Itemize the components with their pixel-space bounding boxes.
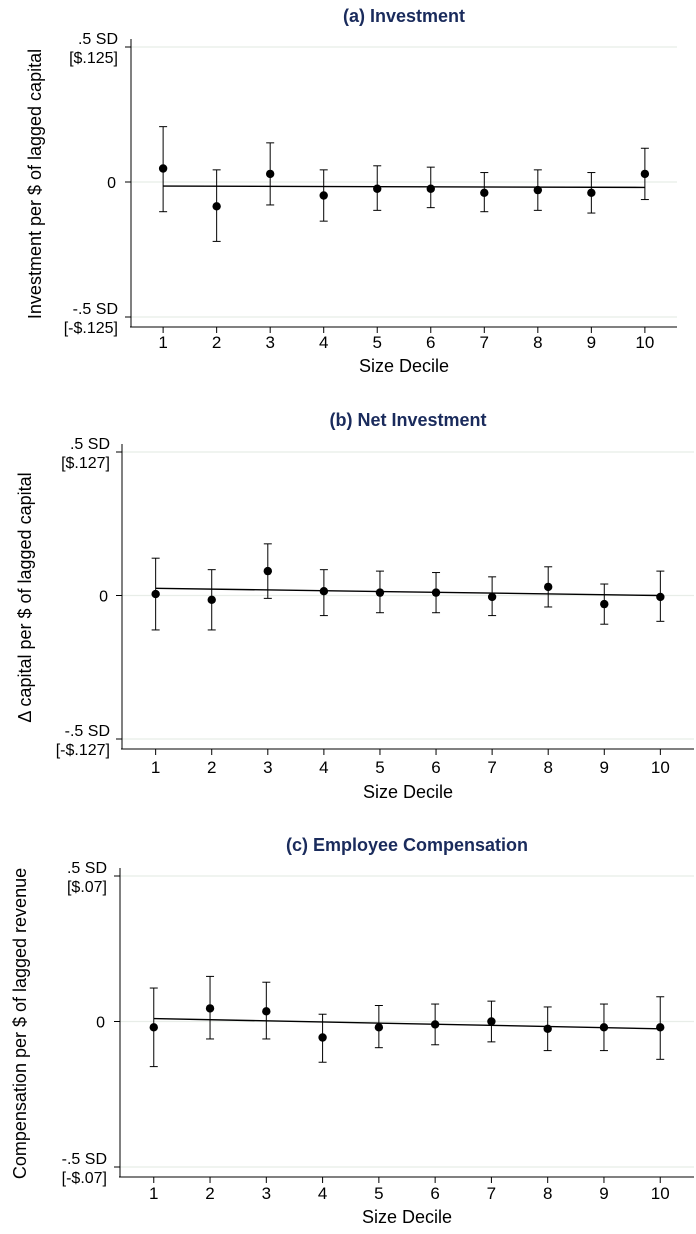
data-point [151,589,160,599]
data-point [212,202,221,211]
y-tick-label: .5 SD [67,860,107,877]
x-tick-label: 3 [263,758,272,777]
data-point [533,185,543,195]
x-tick-label: 8 [533,333,542,352]
x-tick-label: 5 [374,1184,383,1203]
chart-panel-3: (c) Employee Compensation .5 SD [$.07] 0 -.5… [10,835,694,1227]
x-tick-label: 4 [319,333,328,352]
data-point [207,595,216,605]
x-tick-label: 6 [430,1184,439,1203]
x-tick-label: 7 [480,333,489,352]
x-tick-label: 10 [651,758,670,777]
y-tick-sublabel: [-$.125] [64,320,118,337]
y-axis-label: Investment per $ of lagged capital [25,49,45,319]
y-tick-label: -.5 SD [62,1151,107,1168]
fit-line [163,185,645,189]
x-tick-label: 6 [431,758,440,777]
data-point [487,592,497,602]
data-point [262,1007,271,1016]
chart-title: (a) Investment [343,6,465,26]
x-tick-label: 7 [487,1184,496,1203]
x-axis-label: Size Decile [362,1207,452,1227]
x-tick-label: 3 [262,1184,271,1203]
y-tick-label: .5 SD [78,31,118,48]
x-tick-label: 4 [318,1184,327,1203]
data-point [431,588,441,597]
data-point [480,188,489,197]
y-tick-label: 0 [99,589,108,606]
x-tick-label: 8 [543,1184,552,1203]
data-point [426,184,435,193]
data-point [149,1023,158,1032]
y-tick-label: 0 [96,1015,105,1032]
chart-panel-1: (a) Investment .5 SD [$.125] 0 -.5 SD [-$.125… [25,6,677,376]
data-point [373,184,382,193]
data-point [543,582,553,592]
data-point [319,191,328,200]
x-tick-label: 8 [543,758,552,777]
y-tick-sublabel: [$.127] [61,455,110,472]
data-point [374,1023,384,1032]
x-tick-label: 9 [587,333,596,352]
y-tick-sublabel: [-$.127] [56,742,110,759]
data-point [587,188,596,197]
data-point [599,1023,609,1032]
x-tick-label: 5 [373,333,382,352]
data-point [640,169,650,179]
y-tick-label: -.5 SD [65,723,110,740]
data-point [318,1033,327,1042]
data-point [158,164,168,173]
y-tick-label: .5 SD [70,436,110,453]
x-tick-label: 5 [375,758,384,777]
x-axis-label: Size Decile [359,356,449,376]
data-point [487,1017,496,1026]
x-tick-label: 9 [599,1184,608,1203]
x-tick-label: 1 [151,758,160,777]
x-tick-label: 1 [149,1184,158,1203]
data-point [205,1004,215,1013]
y-tick-label: 0 [107,175,116,192]
x-tick-label: 4 [319,758,328,777]
data-point [430,1020,440,1029]
x-tick-label: 9 [600,758,609,777]
y-axis-label: Δ capital per $ of lagged capital [15,472,35,722]
x-tick-label: 10 [635,333,654,352]
x-tick-label: 10 [651,1184,670,1203]
y-axis-label: Compensation per $ of lagged revenue [10,868,30,1179]
x-tick-label: 7 [487,758,496,777]
chart-title: (b) Net Investment [329,410,486,430]
chart-title: (c) Employee Compensation [286,835,528,855]
y-tick-sublabel: [$.125] [69,50,118,67]
x-tick-label: 3 [265,333,274,352]
x-tick-label: 2 [212,333,221,352]
y-tick-sublabel: [$.07] [67,879,107,896]
fit-line [155,587,661,597]
data-point [600,599,609,609]
data-point [265,169,275,179]
data-point [656,1023,665,1032]
chart-panel-2: (b) Net Investment .5 SD [$.127] 0 -.5 SD [-$… [15,410,694,802]
data-point [263,566,273,576]
x-axis-label: Size Decile [363,782,453,802]
x-tick-label: 2 [205,1184,214,1203]
y-tick-label: -.5 SD [73,301,118,318]
x-tick-label: 6 [426,333,435,352]
x-tick-label: 2 [207,758,216,777]
data-point [319,586,329,596]
fit-line [153,1017,661,1030]
y-tick-sublabel: [-$.07] [62,1170,107,1187]
data-point [375,588,385,597]
data-point [543,1024,552,1033]
data-point [656,592,665,602]
x-tick-label: 1 [158,333,167,352]
